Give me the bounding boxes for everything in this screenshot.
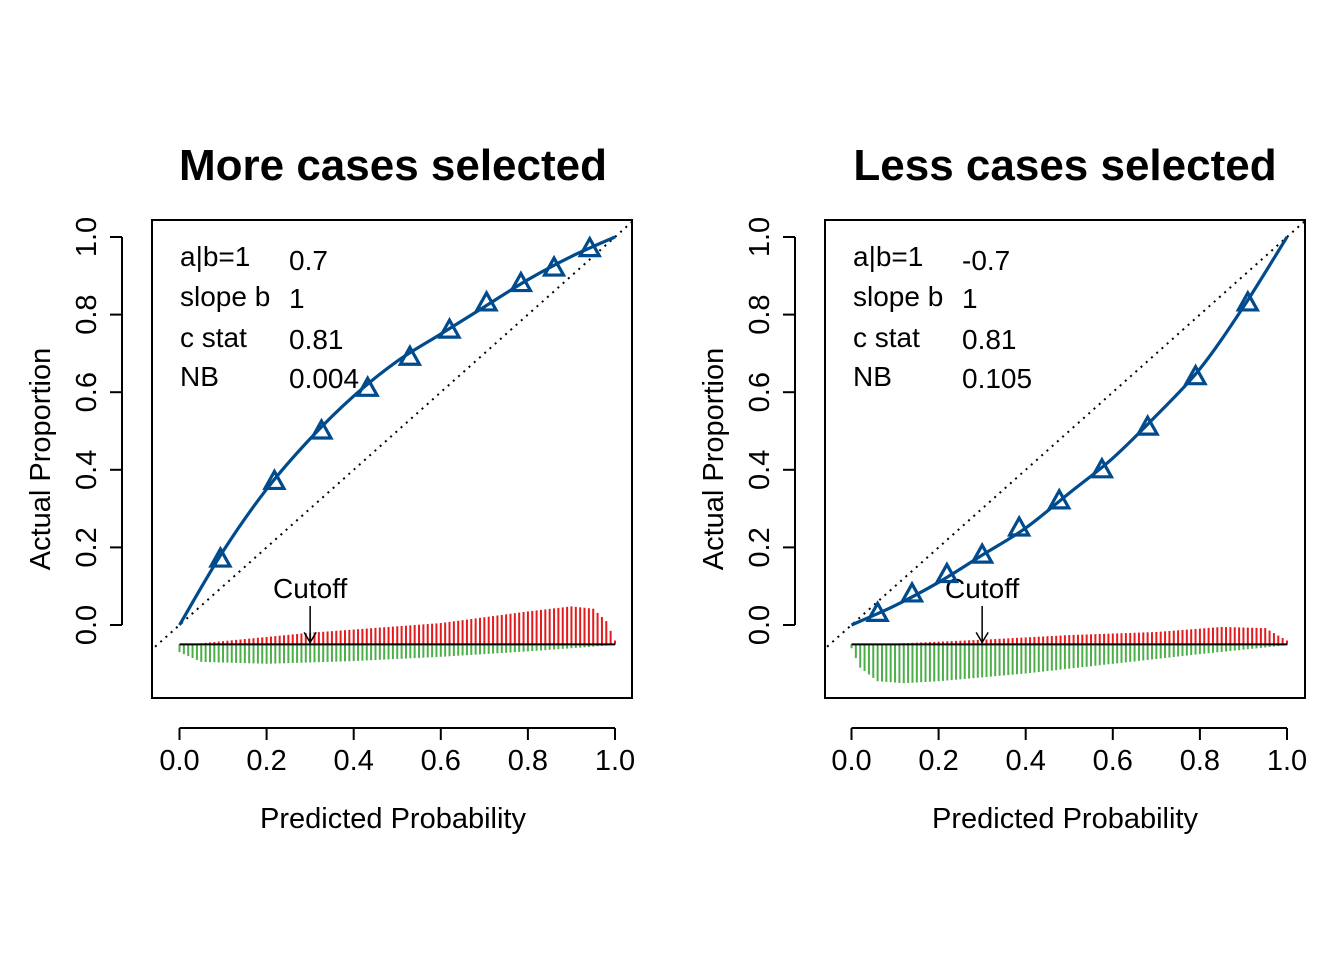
y-tick-label: 0.4	[71, 450, 103, 490]
x-tick-label: 0.8	[1180, 745, 1220, 777]
grouped-point-triangle	[865, 600, 890, 622]
grouped-point-triangle	[577, 235, 602, 258]
x-tick-label: 0.6	[421, 745, 461, 777]
chart-title: More cases selected	[179, 141, 607, 190]
grouped-point-triangle	[1006, 514, 1032, 537]
x-axis-title: Predicted Probability	[932, 803, 1198, 835]
x-axis-title: Predicted Probability	[260, 803, 526, 835]
y-tick-label: 0.0	[744, 605, 776, 645]
x-tick-label: 1.0	[595, 745, 635, 777]
stat-label: c stat	[853, 322, 920, 353]
cutoff-label: Cutoff	[945, 573, 1019, 604]
y-tick-label: 0.2	[744, 527, 776, 567]
y-tick-label: 0.8	[744, 294, 776, 334]
grouped-point-triangle	[355, 375, 380, 397]
y-tick-label: 1.0	[744, 217, 776, 257]
x-tick-label: 0.0	[831, 745, 871, 777]
grouped-point-triangle	[934, 561, 960, 584]
calibration-curve	[178, 235, 616, 626]
x-tick-label: 1.0	[1267, 745, 1307, 777]
y-tick-label: 0.6	[71, 372, 103, 412]
stat-label: slope b	[853, 281, 943, 312]
plot-frame	[824, 219, 1306, 699]
grouped-point-triangle	[541, 254, 567, 277]
stat-value: 0.004	[289, 363, 359, 394]
y-axis-title: Actual Proportion	[25, 348, 57, 570]
y-tick-label: 0.0	[71, 605, 103, 645]
stat-label: c stat	[180, 322, 247, 353]
stat-value: 1	[289, 283, 305, 314]
grouped-point-triangle	[474, 289, 499, 312]
stat-value: 0.105	[962, 363, 1032, 394]
cutoff-arrow-head	[303, 632, 317, 644]
plot-frame	[151, 219, 633, 699]
x-tick-label: 0.6	[1093, 745, 1133, 777]
grouped-point-triangle	[1047, 487, 1072, 510]
ideal-diagonal-line	[152, 220, 632, 651]
y-tick-label: 0.8	[71, 294, 103, 334]
stat-value: 0.81	[289, 324, 344, 355]
stat-value: 1	[962, 283, 978, 314]
x-tick-label: 0.2	[918, 745, 958, 777]
stat-value: -0.7	[962, 245, 1010, 276]
x-tick-label: 0.4	[334, 745, 374, 777]
cutoff-arrow-head	[975, 632, 989, 644]
stat-label: a|b=1	[180, 241, 250, 272]
grouped-point-triangle	[437, 316, 462, 339]
stat-label: NB	[853, 361, 892, 392]
cutoff-label: Cutoff	[273, 573, 347, 604]
stat-label: slope b	[180, 281, 270, 312]
grouped-point-triangle	[1183, 363, 1208, 386]
grouped-point-triangle	[309, 417, 334, 440]
x-tick-label: 0.2	[246, 745, 286, 777]
ideal-diagonal-line	[825, 220, 1305, 650]
grouped-point-triangle	[508, 270, 534, 293]
y-tick-label: 1.0	[71, 217, 103, 257]
calibration-curve	[850, 236, 1289, 627]
x-tick-label: 0.4	[1006, 745, 1046, 777]
y-tick-label: 0.4	[744, 450, 776, 490]
x-tick-label: 0.8	[508, 745, 548, 777]
stat-label: a|b=1	[853, 241, 923, 272]
calibration-panel-2: Less cases selected Cutoff 0.0 0.2 0.4 0.6 0.8…	[698, 141, 1307, 835]
x-tick-label: 0.0	[159, 745, 199, 777]
y-axis-title: Actual Proportion	[698, 348, 730, 570]
grouped-point-triangle	[397, 344, 423, 366]
calibration-panel-1: More cases selected Cutoff 0.0 0.2 0.4 0.6 0.8…	[25, 141, 635, 835]
stat-value: 0.7	[289, 245, 328, 276]
grouped-point-triangle	[1089, 456, 1115, 479]
grouped-point-triangle	[1235, 289, 1261, 312]
grouped-point-triangle	[899, 580, 925, 603]
y-tick-label: 0.6	[744, 372, 776, 412]
grouped-point-triangle	[969, 541, 995, 564]
stat-label: NB	[180, 361, 219, 392]
stat-value: 0.81	[962, 324, 1017, 355]
grouped-point-triangle	[1135, 413, 1160, 436]
grouped-point-triangle	[262, 468, 287, 491]
grouped-point-triangle	[208, 545, 233, 568]
y-tick-label: 0.2	[71, 527, 103, 567]
chart-title: Less cases selected	[853, 141, 1276, 190]
